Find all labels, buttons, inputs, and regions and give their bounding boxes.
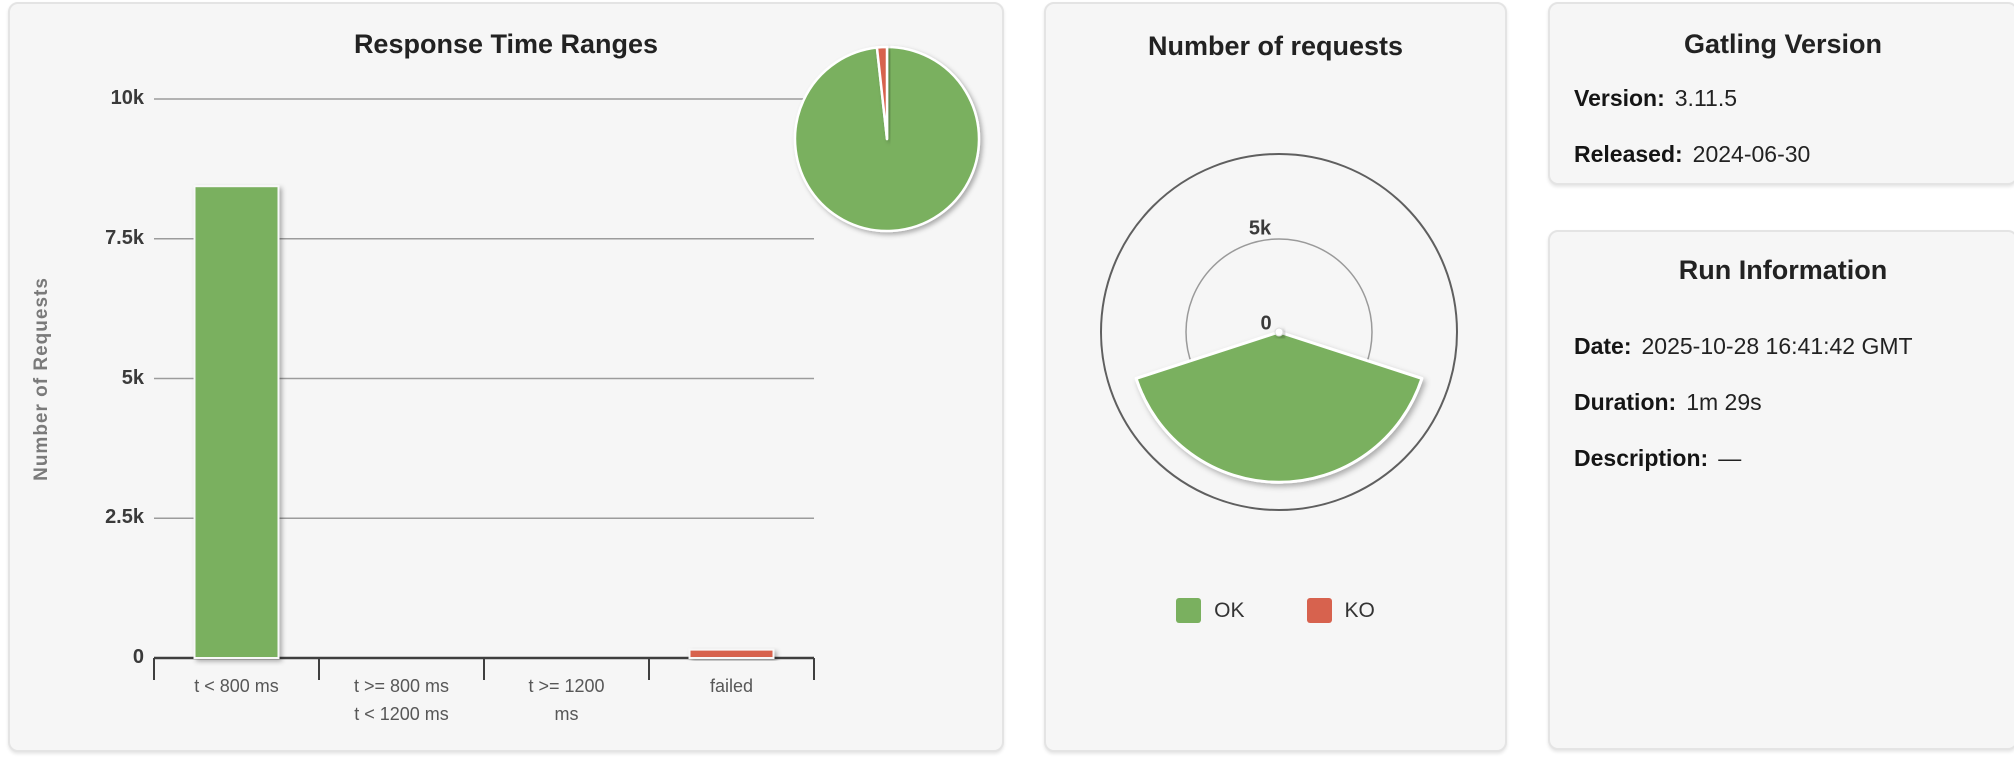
- y-tick-label: 2.5k: [105, 506, 144, 529]
- y-tick-label: 10k: [110, 87, 144, 109]
- x-category-label: failed: [709, 676, 754, 696]
- ok-swatch-icon: [1176, 598, 1202, 623]
- run-information-rows: Date: 2025-10-28 16:41:42 GMT Duration: 1m …: [1550, 318, 2014, 486]
- gatling-version-title: Gatling Version: [1683, 29, 1883, 59]
- run-information-title: Run Information: [1678, 255, 1888, 285]
- bars[interactable]: [193, 185, 775, 659]
- y-tick-label: 5k: [121, 366, 144, 389]
- ko-swatch-icon: [1306, 598, 1332, 623]
- gatling-version-panel: Gatling Version Version: 3.11.5 Released: 2…: [1548, 2, 2014, 185]
- info-row: Date: 2025-10-28 16:41:42 GMT: [1574, 332, 1913, 359]
- gauge-tick-5k: 5k: [1248, 217, 1272, 240]
- info-row: Description: —: [1574, 444, 1742, 471]
- response-time-ranges-title: Response Time Ranges: [353, 29, 659, 59]
- info-row: Duration: 1m 29s: [1574, 388, 1762, 415]
- x-category-label: t >= 1200 ms: [528, 676, 605, 724]
- number-of-requests-title: Number of requests: [1147, 31, 1404, 61]
- response-time-ranges-panel: Response Time Ranges Number of Requests …: [8, 2, 1004, 752]
- legend-label-ko: KO: [1344, 598, 1375, 622]
- response-time-ranges-chart[interactable]: [10, 4, 1006, 754]
- info-row: Version: 3.11.5: [1574, 84, 1738, 111]
- number-of-requests-panel: Number of requests 5k 0 OK KO: [1044, 2, 1507, 752]
- run-information-panel: Run Information Date: 2025-10-28 16:41:42…: [1548, 230, 2014, 750]
- info-row: Released: 2024-06-30: [1574, 140, 1811, 167]
- x-category-label: t >= 800 ms t < 1200 ms: [353, 676, 450, 724]
- legend-label-ok: OK: [1214, 598, 1245, 622]
- legend-item-ok[interactable]: OK: [1176, 598, 1245, 623]
- gatling-version-rows: Version: 3.11.5 Released: 2024-06-30: [1550, 70, 2014, 182]
- legend: OK KO: [1046, 598, 1505, 623]
- legend-item-ko[interactable]: KO: [1306, 598, 1375, 623]
- y-tick-label: 7.5k: [105, 226, 144, 249]
- gauge-wedges[interactable]: [1134, 327, 1424, 484]
- y-tick-label: 0: [132, 646, 144, 668]
- x-category-label: t < 800 ms: [194, 676, 279, 696]
- ok-ko-pie-chart[interactable]: [793, 45, 981, 233]
- number-of-requests-gauge[interactable]: [1046, 4, 1509, 754]
- gauge-tick-0: 0: [1260, 312, 1272, 335]
